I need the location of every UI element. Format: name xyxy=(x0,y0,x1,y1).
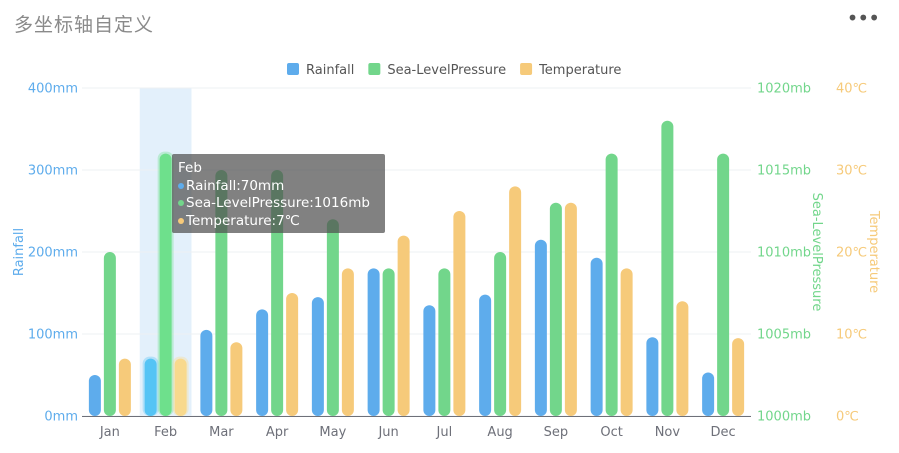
legend-swatch xyxy=(368,63,381,75)
bar-rainfall-nov xyxy=(646,337,659,416)
bar-temperature-aug xyxy=(509,186,522,416)
legend-swatch xyxy=(520,63,533,75)
bar-temperature-jul xyxy=(453,211,466,416)
x-tick-label: Sep xyxy=(544,425,569,440)
tooltip-dot-temperature xyxy=(178,217,184,224)
bar-rainfall-jun xyxy=(367,268,380,416)
y-tick-label-rainfall: 0mm xyxy=(44,410,78,425)
legend-label: Sea-LevelPressure xyxy=(387,63,506,78)
bar-rainfall-oct xyxy=(590,257,603,416)
x-tick-label: Apr xyxy=(266,425,289,440)
bar-rainfall-dec xyxy=(702,372,715,416)
bar-sea-levelpressure-may xyxy=(326,219,339,416)
tooltip-title: Feb xyxy=(178,160,202,176)
bar-rainfall-sep xyxy=(534,239,547,416)
tooltip: Feb Rainfall:70mm Sea-LevelPressure:1016… xyxy=(172,154,385,233)
bar-temperature-mar xyxy=(230,342,243,416)
axis-name-sea-levelpressure: Sea-LevelPressure xyxy=(809,193,824,312)
legend-item-sea-levelpressure[interactable]: Sea-LevelPressure xyxy=(368,63,506,78)
x-tick-label: Jul xyxy=(436,425,453,440)
y-tick-label-temperature: 20℃ xyxy=(836,246,867,261)
bar-sea-levelpressure-jun xyxy=(382,268,395,416)
bar-rainfall-apr xyxy=(256,309,269,416)
x-tick-label: Jun xyxy=(377,425,398,440)
y-tick-label-temperature: 0℃ xyxy=(836,410,859,425)
x-tick-label: Nov xyxy=(655,425,681,440)
bar-rainfall-aug xyxy=(479,294,492,416)
bar-sea-levelpressure-sep xyxy=(549,202,562,416)
bar-sea-levelpressure-jan xyxy=(103,252,116,416)
y-tick-label-temperature: 40℃ xyxy=(836,82,867,97)
bar-temperature-jun xyxy=(397,235,410,416)
bar-rainfall-feb xyxy=(144,358,157,416)
tooltip-dot-rainfall xyxy=(178,182,184,189)
x-tick-label: Dec xyxy=(711,425,736,440)
legend-item-rainfall[interactable]: Rainfall xyxy=(287,63,354,78)
tooltip-row-pressure: Sea-LevelPressure:1016mb xyxy=(186,195,370,211)
y-tick-label-sea-levelpressure: 1000mb xyxy=(757,410,811,425)
bar-sea-levelpressure-aug xyxy=(494,252,507,416)
y-tick-label-sea-levelpressure: 1020mb xyxy=(757,82,811,97)
bar-temperature-jan xyxy=(118,358,131,416)
bar-sea-levelpressure-dec xyxy=(717,153,730,416)
axis-name-temperature: Temperature xyxy=(866,210,881,293)
bar-temperature-sep xyxy=(564,202,577,416)
bar-rainfall-may xyxy=(311,297,324,416)
bar-sea-levelpressure-nov xyxy=(661,120,674,417)
bar-temperature-oct xyxy=(620,268,633,416)
bar-sea-levelpressure-feb xyxy=(159,153,172,416)
legend-swatch xyxy=(287,63,299,75)
x-tick-label: Aug xyxy=(487,425,512,440)
y-tick-label-rainfall: 200mm xyxy=(28,246,78,261)
bar-temperature-nov xyxy=(676,301,689,416)
bar-temperature-feb xyxy=(174,358,187,416)
x-tick-label: May xyxy=(319,425,346,440)
y-tick-label-sea-levelpressure: 1015mb xyxy=(757,164,811,179)
bar-temperature-apr xyxy=(286,293,299,416)
bar-rainfall-jul xyxy=(423,305,436,416)
y-tick-label-rainfall: 300mm xyxy=(28,164,78,179)
x-tick-label: Feb xyxy=(154,425,177,440)
tooltip-row-temperature: Temperature:7℃ xyxy=(186,212,300,229)
legend-item-temperature[interactable]: Temperature xyxy=(520,63,621,78)
axis-name-rainfall: Rainfall xyxy=(12,228,27,276)
bar-temperature-may xyxy=(341,268,354,416)
y-tick-label-rainfall: 100mm xyxy=(28,328,78,343)
legend-label: Rainfall xyxy=(306,63,354,78)
bar-sea-levelpressure-jul xyxy=(438,268,451,416)
bar-sea-levelpressure-oct xyxy=(605,153,618,416)
tooltip-row-rainfall: Rainfall:70mm xyxy=(186,177,285,194)
x-tick-label: Jan xyxy=(99,425,120,440)
x-tick-label: Oct xyxy=(600,425,622,440)
more-horizontal-icon[interactable]: ••• xyxy=(846,6,880,30)
x-tick-label: Mar xyxy=(209,425,234,440)
bar-rainfall-jan xyxy=(88,375,101,416)
bar-rainfall-mar xyxy=(200,329,213,416)
y-tick-label-sea-levelpressure: 1010mb xyxy=(757,246,811,261)
chart-title: 多坐标轴自定义 xyxy=(14,14,155,36)
legend-label: Temperature xyxy=(538,63,621,78)
y-tick-label-temperature: 30℃ xyxy=(836,164,867,179)
tooltip-dot-pressure xyxy=(178,200,184,206)
y-tick-label-sea-levelpressure: 1005mb xyxy=(757,328,811,343)
bar-temperature-dec xyxy=(732,338,745,416)
y-tick-label-rainfall: 400mm xyxy=(28,82,78,97)
y-tick-label-temperature: 10℃ xyxy=(836,328,867,343)
